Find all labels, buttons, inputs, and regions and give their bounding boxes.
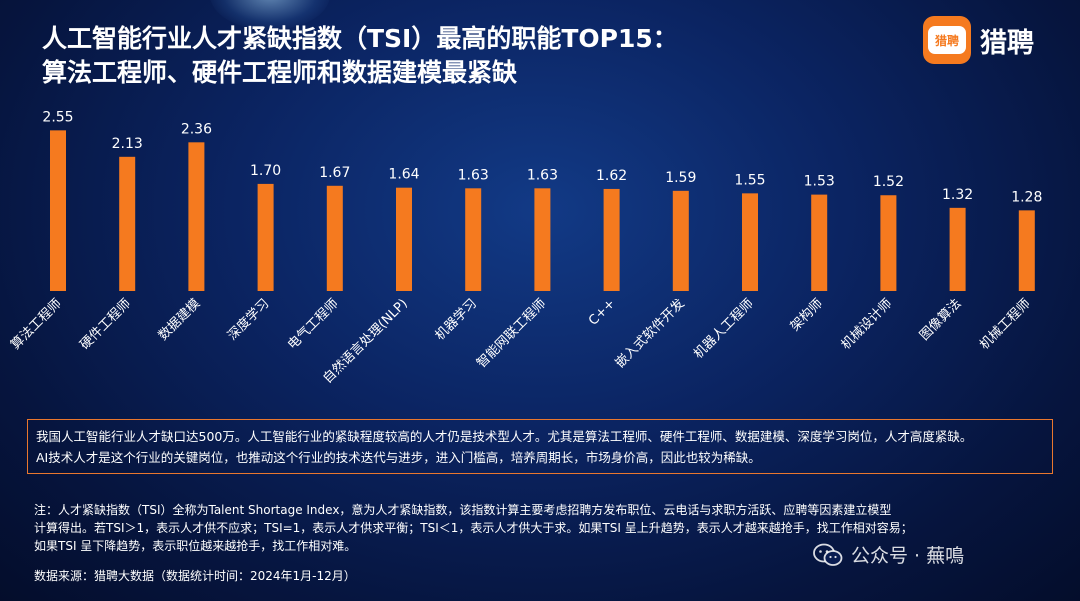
category-label-13: 机械设计师 xyxy=(839,296,896,353)
watermark-text: 公众号 · 蕪鳴 xyxy=(851,545,965,567)
value-label-2: 2.13 xyxy=(112,136,143,152)
summary-note-box: 我国人工智能行业人才缺口达500万。人工智能行业的紧缺程度较高的人才仍是技术型人… xyxy=(27,419,1053,474)
category-label-9: C++ xyxy=(586,296,618,328)
category-label-4: 深度学习 xyxy=(224,296,272,344)
value-label-6: 1.64 xyxy=(388,167,419,183)
value-label-8: 1.63 xyxy=(527,167,558,183)
footnote-line-3: 如果TSI 呈下降趋势，表示职位越来越抢手，找工作相对难。 xyxy=(34,539,357,553)
summary-note-line-1: 我国人工智能行业人才缺口达500万。人工智能行业的紧缺程度较高的人才仍是技术型人… xyxy=(36,429,973,444)
bar-11 xyxy=(742,193,758,291)
value-label-12: 1.53 xyxy=(804,174,835,190)
value-label-7: 1.63 xyxy=(458,167,489,183)
bar-6 xyxy=(396,187,412,291)
logo-badge-icon: 猎聘 xyxy=(923,16,971,64)
bar-14 xyxy=(949,207,966,291)
category-label-5: 电气工程师 xyxy=(284,296,341,353)
category-label-14: 图像算法 xyxy=(917,296,964,343)
value-label-14: 1.32 xyxy=(942,187,973,203)
logo-name: 猎聘 xyxy=(980,27,1034,59)
tsi-bar-chart: 2.55 算法工程师 2.13 硬件工程师 2.36 数据建模 1.70 深度学习 1.67 电气… xyxy=(8,109,1042,386)
category-label-8: 智能网联工程师 xyxy=(474,296,549,371)
footnote-line-2: 计算得出。若TSI＞1，表示人才供不应求；TSI=1，表示人才供求平衡；TSI＜… xyxy=(34,521,913,535)
footnote-line-1: 注：人才紧缺指数（TSI）全称为Talent Shortage Index，意为… xyxy=(34,503,892,517)
bar-4 xyxy=(257,183,274,291)
value-label-15: 1.28 xyxy=(1011,189,1042,205)
category-label-15: 机械工程师 xyxy=(977,296,1034,353)
bar-8 xyxy=(534,188,551,291)
title-line-1: 人工智能行业人才紧缺指数（TSI）最高的职能TOP15： xyxy=(42,24,678,53)
bar-1 xyxy=(50,130,66,291)
value-label-5: 1.67 xyxy=(319,165,350,181)
page-title: 人工智能行业人才紧缺指数（TSI）最高的职能TOP15： 算法工程师、硬件工程师… xyxy=(42,22,902,90)
category-label-1: 算法工程师 xyxy=(8,296,65,353)
wechat-icon xyxy=(813,543,843,566)
bar-10 xyxy=(672,190,689,291)
logo-badge-text: 猎聘 xyxy=(928,26,966,54)
category-label-3: 数据建模 xyxy=(156,296,203,343)
wechat-watermark: 公众号 · 蕪鳴 xyxy=(813,541,964,568)
value-label-10: 1.59 xyxy=(665,170,696,186)
value-label-4: 1.70 xyxy=(250,163,281,179)
value-label-13: 1.52 xyxy=(873,174,904,190)
value-label-9: 1.62 xyxy=(596,168,627,184)
bar-5 xyxy=(326,185,343,291)
title-line-2: 算法工程师、硬件工程师和数据建模最紧缺 xyxy=(42,58,518,87)
bar-7 xyxy=(465,188,482,291)
bar-3 xyxy=(188,142,205,291)
bar-2 xyxy=(119,156,136,291)
category-label-2: 硬件工程师 xyxy=(77,296,134,353)
bar-13 xyxy=(880,195,897,291)
category-label-11: 机器人工程师 xyxy=(691,296,757,362)
summary-note-line-2: AI技术人才是这个行业的关键岗位，也推动这个行业的技术迭代与进步，进入门槛高，培… xyxy=(36,450,761,465)
liepin-logo: 猎聘 猎聘 xyxy=(923,16,1034,64)
category-label-10: 嵌入式软件开发 xyxy=(612,296,688,372)
bar-15 xyxy=(1018,210,1035,291)
bar-12 xyxy=(811,194,828,291)
bar-9 xyxy=(603,188,620,291)
category-label-7: 机器学习 xyxy=(432,296,480,344)
value-label-3: 2.36 xyxy=(181,121,212,137)
category-label-12: 架构师 xyxy=(788,296,826,334)
data-source: 数据来源：猎聘大数据（数据统计时间：2024年1月-12月） xyxy=(34,569,356,583)
value-label-1: 2.55 xyxy=(42,109,73,125)
footnote: 注：人才紧缺指数（TSI）全称为Talent Shortage Index，意为… xyxy=(34,501,1054,555)
value-label-11: 1.55 xyxy=(734,172,765,188)
